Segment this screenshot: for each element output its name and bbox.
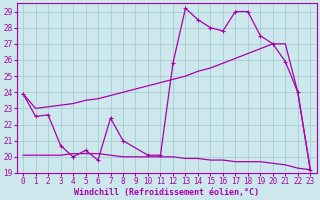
X-axis label: Windchill (Refroidissement éolien,°C): Windchill (Refroidissement éolien,°C) (74, 188, 259, 197)
